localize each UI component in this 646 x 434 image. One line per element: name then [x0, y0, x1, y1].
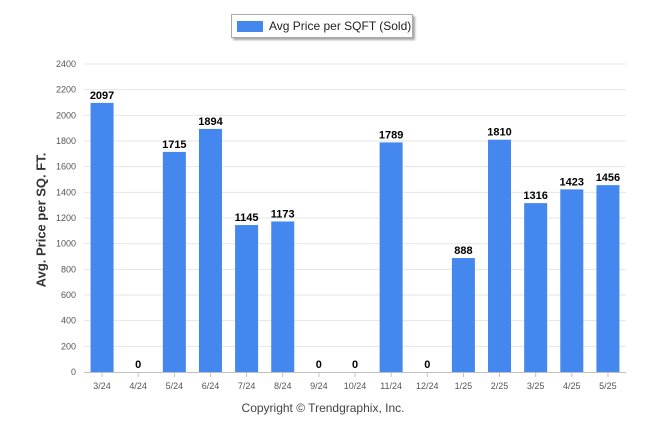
bar-value-label: 2097 — [90, 90, 114, 102]
y-tick-label: 1400 — [56, 187, 76, 197]
bar — [235, 225, 259, 372]
bar-value-label: 0 — [352, 359, 358, 371]
bar-value-label: 888 — [454, 245, 472, 257]
y-tick-label: 2400 — [56, 59, 76, 69]
y-axis-label: Avg. Price per SQ. FT. — [33, 152, 49, 288]
y-tick-label: 800 — [61, 264, 76, 274]
bar-value-label: 0 — [135, 359, 141, 371]
bar-value-label: 1894 — [198, 116, 223, 128]
y-tick-label: 2200 — [56, 85, 76, 95]
y-tick-label: 0 — [71, 367, 76, 377]
bar-value-label: 1715 — [162, 139, 186, 151]
x-tick-label: 8/24 — [274, 381, 292, 391]
bar — [488, 139, 512, 372]
x-tick-label: 5/24 — [166, 381, 184, 391]
y-tick-label: 600 — [61, 290, 76, 300]
bar-value-label: 1145 — [235, 212, 259, 224]
x-tick-label: 2/25 — [491, 381, 509, 391]
bar — [198, 128, 222, 372]
y-tick-label: 200 — [61, 341, 76, 351]
chart-legend: Avg Price per SQFT (Sold) — [231, 14, 413, 38]
x-tick-label: 4/24 — [129, 381, 147, 391]
y-tick-label: 1600 — [56, 162, 76, 172]
bar — [271, 221, 295, 372]
bar — [596, 185, 620, 372]
x-tick-label: 7/24 — [238, 381, 256, 391]
copyright-text: Copyright © Trendgraphix, Inc. — [241, 401, 405, 415]
y-tick-label: 1000 — [56, 239, 76, 249]
x-tick-label: 1/25 — [455, 381, 473, 391]
bar-value-label: 1173 — [271, 208, 295, 220]
bar — [560, 189, 584, 372]
bar — [162, 151, 186, 372]
bar-value-label: 0 — [424, 359, 430, 371]
y-tick-label: 1800 — [56, 136, 76, 146]
x-tick-label: 6/24 — [202, 381, 220, 391]
bar-value-label: 1456 — [596, 172, 620, 184]
y-tick-label: 400 — [61, 316, 76, 326]
legend-series-label: Avg Price per SQFT (Sold) — [269, 19, 412, 33]
bar — [451, 258, 475, 372]
y-tick-label: 1200 — [56, 213, 76, 223]
x-tick-label: 5/25 — [599, 381, 617, 391]
legend-swatch — [237, 20, 263, 32]
y-tick-label: 2000 — [56, 110, 76, 120]
bar-value-label: 1423 — [560, 176, 584, 188]
x-tick-label: 4/25 — [563, 381, 581, 391]
bar — [379, 142, 403, 372]
bar — [524, 203, 548, 372]
x-tick-label: 3/25 — [527, 381, 545, 391]
x-tick-label: 10/24 — [344, 381, 367, 391]
bar — [90, 102, 114, 372]
bar-value-label: 0 — [316, 359, 322, 371]
x-tick-label: 11/24 — [380, 381, 402, 391]
x-tick-label: 3/24 — [93, 381, 111, 391]
x-tick-label: 12/24 — [416, 381, 439, 391]
bar-value-label: 1316 — [523, 190, 547, 202]
bar-value-label: 1789 — [379, 129, 403, 141]
bar-value-label: 1810 — [487, 127, 511, 139]
x-tick-label: 9/24 — [310, 381, 328, 391]
